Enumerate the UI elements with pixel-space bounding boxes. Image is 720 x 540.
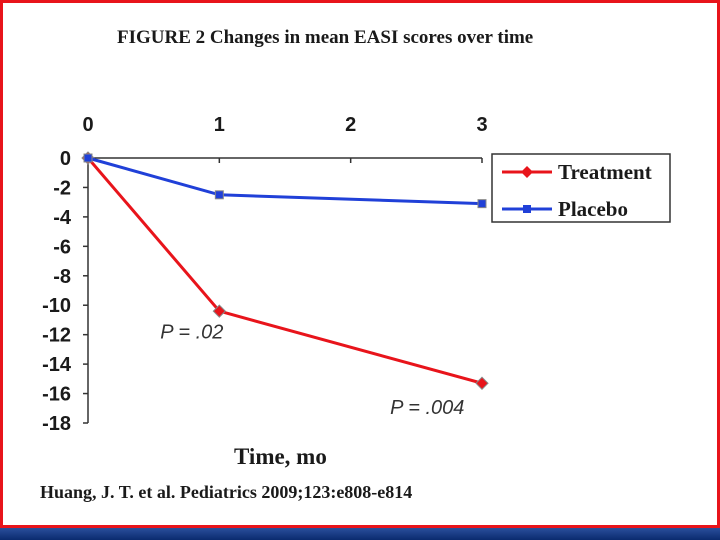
chart-axes [87, 157, 482, 423]
treatment-legend-marker [521, 166, 533, 178]
slide-frame [0, 0, 720, 528]
chart-title: FIGURE 2 Changes in mean EASI scores ove… [117, 27, 534, 48]
placebo-data-point [83, 153, 93, 163]
y-tick-label: -14 [42, 354, 72, 376]
placebo-series-line [87, 156, 483, 206]
bottom-bar [0, 528, 720, 540]
legend-box [491, 153, 671, 223]
x-axis-label: Time, mo [234, 444, 327, 469]
y-tick-label: -10 [42, 295, 71, 317]
x-tick-label: 3 [476, 114, 487, 136]
chart-annotations: P = .02 P = .004 [160, 322, 464, 419]
x-ticks: 0 1 2 3 [82, 114, 488, 163]
citation-text: Huang, J. T. et al. Pediatrics 2009;123:… [40, 482, 413, 502]
y-tick-label: -8 [53, 266, 71, 288]
y-tick-label: -12 [42, 325, 71, 347]
p-value-annotation: P = .004 [390, 397, 464, 419]
placebo-data-point [477, 199, 487, 209]
treatment-data-point [475, 376, 489, 390]
y-tick-label: -18 [42, 413, 71, 435]
y-tick-label: -2 [53, 177, 71, 199]
chart-legend: Treatment Placebo [491, 153, 671, 223]
placebo-data-point [214, 190, 224, 200]
y-tick-label: 0 [60, 148, 71, 170]
x-tick-label: 1 [214, 114, 225, 136]
p-value-annotation: P = .02 [160, 322, 223, 344]
treatment-series-line [86, 157, 483, 385]
y-tick-label: -16 [42, 384, 71, 406]
placebo-legend-label: Placebo [558, 197, 628, 221]
x-tick-label: 2 [345, 114, 356, 136]
x-tick-label: 0 [82, 114, 93, 136]
chart-series [81, 151, 489, 390]
y-tick-label: -6 [53, 236, 71, 258]
placebo-legend-marker [523, 205, 531, 213]
y-tick-label: -4 [53, 207, 72, 229]
treatment-data-point [212, 304, 227, 318]
treatment-legend-label: Treatment [558, 160, 652, 184]
y-ticks: 0 -2 -4 -6 -8 -10 -12 -14 -16 -18 [42, 148, 88, 435]
